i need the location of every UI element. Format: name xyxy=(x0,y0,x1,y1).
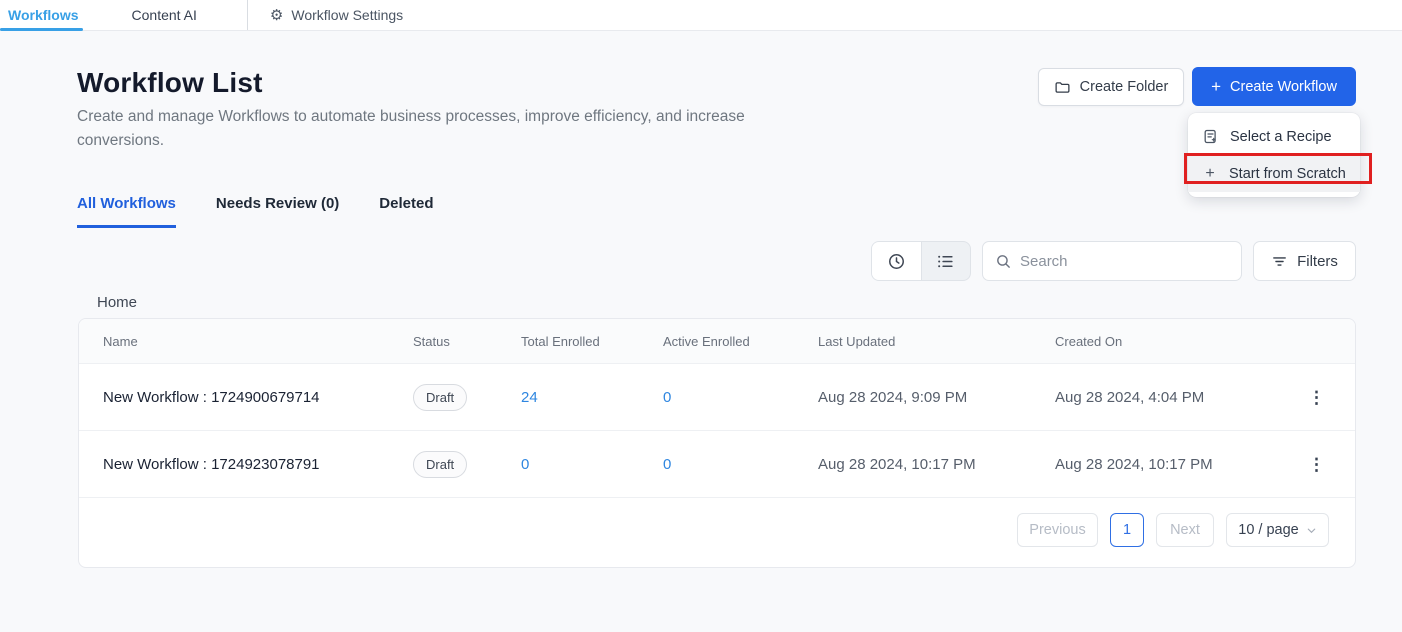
filters-button[interactable]: Filters xyxy=(1253,241,1356,281)
page-size-label: 10 / page xyxy=(1238,522,1299,538)
tab-needs-review[interactable]: Needs Review (0) xyxy=(215,195,340,212)
status-badge: Draft xyxy=(413,383,468,411)
previous-page-button[interactable]: Previous xyxy=(1017,513,1098,547)
page-size-select[interactable]: 10 / page xyxy=(1226,513,1329,547)
workflow-name-link[interactable]: New Workflow : 1724923078791 xyxy=(103,455,320,473)
breadcrumb[interactable]: Home xyxy=(97,294,138,311)
tab-all-workflows[interactable]: All Workflows xyxy=(77,195,176,228)
column-header-last-updated: Last Updated xyxy=(818,333,896,349)
nav-tab-workflows[interactable]: Workflows xyxy=(8,7,79,23)
column-header-name: Name xyxy=(103,333,138,349)
gear-icon: ⚙ xyxy=(269,6,284,24)
create-workflow-label: Create Workflow xyxy=(1230,78,1337,95)
create-folder-button[interactable]: Create Folder xyxy=(1038,68,1184,106)
chevron-down-icon xyxy=(1306,525,1317,536)
nav-tab-workflow-settings[interactable]: ⚙ Workflow Settings xyxy=(270,7,403,23)
menu-item-select-a-recipe[interactable]: Select a Recipe xyxy=(1188,118,1360,155)
recipe-icon xyxy=(1202,128,1219,145)
clock-icon xyxy=(887,252,906,271)
page-subtitle: Create and manage Workflows to automate … xyxy=(77,108,745,149)
search-icon xyxy=(995,253,1012,270)
page-title: Workflow List xyxy=(77,67,263,98)
menu-item-label: Start from Scratch xyxy=(1229,165,1346,182)
created-on-value: Aug 28 2024, 4:04 PM xyxy=(1055,388,1205,406)
column-header-created-on: Created On xyxy=(1055,333,1123,349)
row-actions-menu-icon[interactable]: ⋮ xyxy=(1308,454,1325,474)
workflow-tabs: All Workflows Needs Review (0) Deleted xyxy=(77,195,433,228)
table-header-row: Name Status Total Enrolled Active Enroll… xyxy=(79,319,1355,364)
list-icon xyxy=(936,252,955,271)
nav-tab-content-ai[interactable]: Content AI xyxy=(131,7,197,23)
column-header-active-enrolled: Active Enrolled xyxy=(663,333,750,349)
plus-icon: + xyxy=(1211,77,1222,96)
tab-deleted[interactable]: Deleted xyxy=(379,195,434,212)
last-updated-value: Aug 28 2024, 10:17 PM xyxy=(818,455,976,473)
search-input[interactable] xyxy=(1020,252,1229,270)
last-updated-value: Aug 28 2024, 9:09 PM xyxy=(818,388,968,406)
row-actions-menu-icon[interactable]: ⋮ xyxy=(1308,387,1325,407)
column-header-total-enrolled: Total Enrolled xyxy=(521,333,600,349)
nav-active-underline xyxy=(0,28,83,31)
filter-icon xyxy=(1271,253,1288,270)
active-enrolled-link[interactable]: 0 xyxy=(663,455,672,473)
page-number-button[interactable]: 1 xyxy=(1110,513,1144,547)
workflow-name-link[interactable]: New Workflow : 1724900679714 xyxy=(103,388,320,406)
content-area: Workflow List Create and manage Workflow… xyxy=(0,31,1402,632)
create-folder-label: Create Folder xyxy=(1079,79,1169,95)
create-workflow-button[interactable]: + Create Workflow xyxy=(1192,67,1356,106)
history-view-button[interactable] xyxy=(872,242,922,280)
folder-icon xyxy=(1054,79,1071,96)
plus-icon: + xyxy=(1205,164,1215,182)
search-box xyxy=(982,241,1242,281)
active-enrolled-link[interactable]: 0 xyxy=(663,388,672,406)
nav-settings-label: Workflow Settings xyxy=(291,7,404,23)
view-toggle xyxy=(871,241,971,281)
total-enrolled-link[interactable]: 24 xyxy=(521,388,538,406)
nav-divider xyxy=(246,0,248,30)
workflow-table-card: Name Status Total Enrolled Active Enroll… xyxy=(78,318,1356,568)
menu-item-start-from-scratch[interactable]: + Start from Scratch xyxy=(1188,155,1360,192)
status-badge: Draft xyxy=(413,450,468,478)
total-enrolled-link[interactable]: 0 xyxy=(521,455,530,473)
created-on-value: Aug 28 2024, 10:17 PM xyxy=(1055,455,1213,473)
menu-item-label: Select a Recipe xyxy=(1230,128,1332,145)
filters-label: Filters xyxy=(1297,252,1338,270)
list-view-button[interactable] xyxy=(922,242,971,280)
table-row: New Workflow : 1724923078791 Draft 0 0 A… xyxy=(79,431,1355,498)
create-workflow-dropdown: Select a Recipe + Start from Scratch xyxy=(1188,113,1360,197)
column-header-status: Status xyxy=(413,333,450,349)
pagination: Previous 1 Next 10 / page xyxy=(1017,513,1329,547)
top-navigation: Workflows Content AI ⚙ Workflow Settings xyxy=(0,0,1402,31)
table-row: New Workflow : 1724900679714 Draft 24 0 … xyxy=(79,364,1355,431)
next-page-button[interactable]: Next xyxy=(1156,513,1214,547)
